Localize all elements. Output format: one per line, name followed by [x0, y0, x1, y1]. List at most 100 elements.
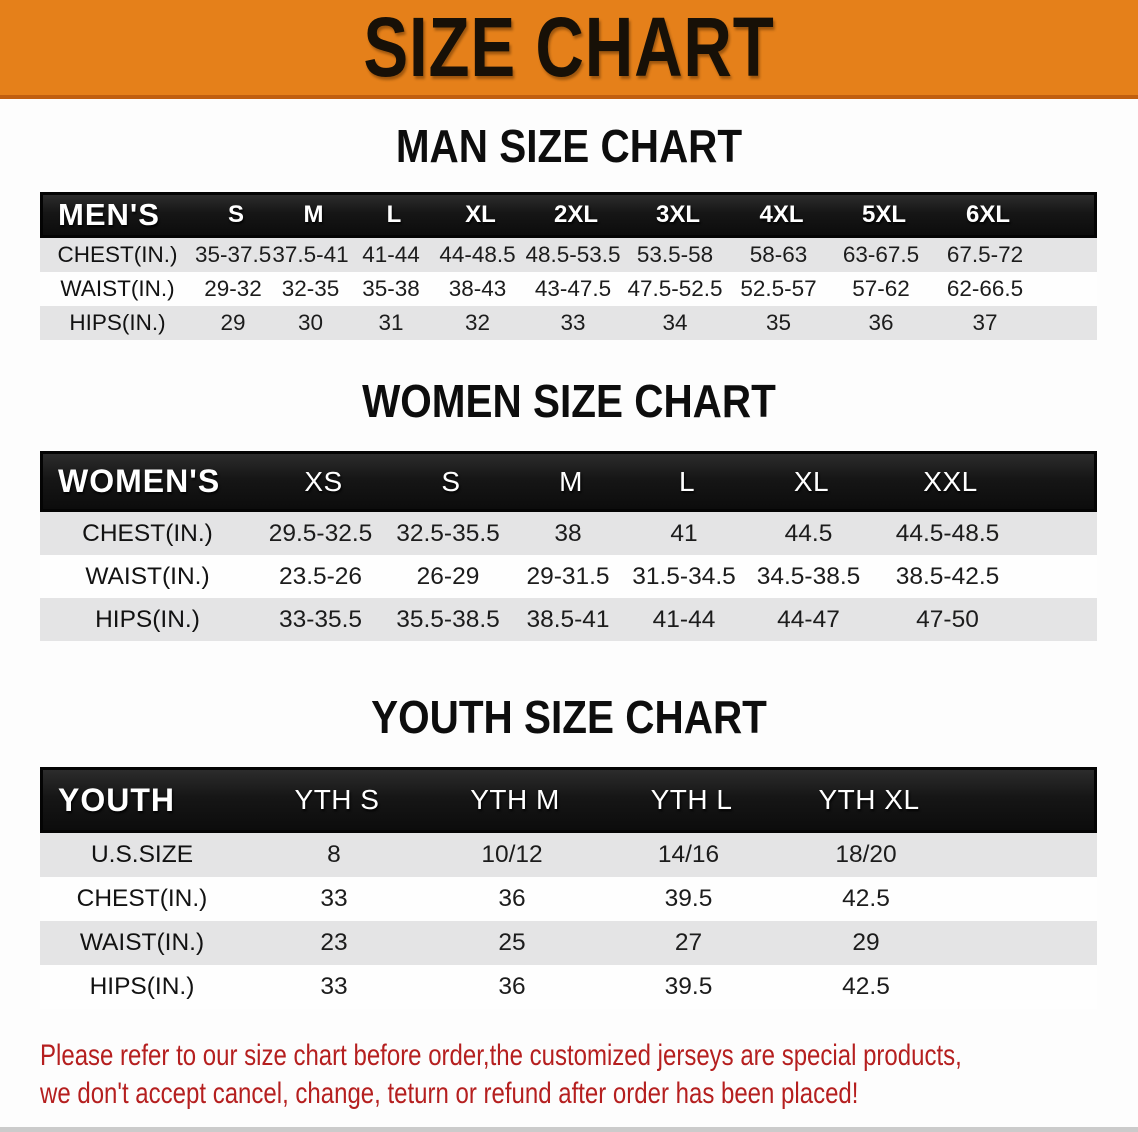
women-size-table: WOMEN'S XS S M L XL XXL CHEST(IN.) 29.5-32.5 32.5… — [40, 451, 1097, 641]
women-section-title: WOMEN SIZE CHART — [362, 375, 776, 427]
value-cell: 44.5 — [784, 519, 833, 547]
value-cell: 14/16 — [657, 841, 720, 868]
value-cell: 10/12 — [481, 841, 543, 868]
value-cell: 29-31.5 — [526, 562, 610, 590]
row-label: HIPS(IN.) — [89, 973, 195, 1000]
header-size-cell: YTH M — [470, 784, 560, 815]
header-size-cell: 5XL — [861, 201, 906, 228]
table-header-row: YOUTH YTH S YTH M YTH L YTH XL — [40, 767, 1097, 833]
value-cell: 36 — [498, 885, 526, 912]
value-cell: 36 — [868, 310, 894, 335]
value-cell: 62-66.5 — [946, 276, 1024, 301]
value-cell: 26-29 — [416, 562, 480, 590]
header-size-cell: 6XL — [965, 201, 1010, 228]
value-cell: 27 — [674, 929, 703, 956]
disclaimer: Please refer to our size chart before or… — [40, 1037, 1138, 1113]
value-cell: 67.5-72 — [946, 242, 1024, 267]
header-size-cell: YTH L — [650, 784, 733, 815]
value-cell: 32-35 — [281, 276, 340, 301]
header-size-cell: XL — [793, 465, 830, 497]
women-size-section: WOMEN SIZE CHART WOMEN'S XS S M L XL XXL CHEST(… — [0, 378, 1138, 641]
value-cell: 29 — [852, 929, 880, 956]
row-label: WAIST(IN.) — [60, 276, 175, 301]
value-cell: 63-67.5 — [842, 242, 920, 267]
value-cell: 41 — [670, 519, 698, 547]
value-cell: 58-63 — [749, 242, 808, 267]
value-cell: 48.5-53.5 — [525, 242, 621, 267]
header-size-cell: 4XL — [759, 201, 804, 228]
row-label: WAIST(IN.) — [85, 562, 210, 590]
header-size-cell: 3XL — [655, 201, 700, 228]
value-cell: 30 — [297, 310, 324, 335]
youth-section-title: YOUTH SIZE CHART — [371, 691, 767, 743]
table-row: CHEST(IN.) 35-37.5 37.5-41 41-44 44-48.5 48.5… — [40, 238, 1097, 272]
value-cell: 33 — [320, 973, 348, 1000]
value-cell: 44-47 — [777, 605, 840, 633]
value-cell: 37.5-41 — [272, 242, 349, 267]
header-label-cell: MEN'S — [58, 197, 160, 232]
value-cell: 35 — [765, 310, 792, 335]
value-cell: 33 — [560, 310, 586, 335]
value-cell: 38.5-42.5 — [895, 562, 1000, 590]
value-cell: 35-38 — [362, 276, 420, 301]
value-cell: 39.5 — [664, 973, 713, 1000]
value-cell: 25 — [498, 929, 526, 956]
row-label: CHEST(IN.) — [57, 242, 178, 267]
row-label: CHEST(IN.) — [76, 885, 208, 912]
value-cell: 57-62 — [852, 276, 910, 301]
value-cell: 33 — [320, 885, 348, 912]
value-cell: 29-32 — [204, 276, 262, 301]
value-cell: 47-50 — [916, 605, 979, 633]
value-cell: 52.5-57 — [740, 276, 817, 301]
value-cell: 34.5-38.5 — [756, 562, 861, 590]
table-header-row: MEN'S S M L XL 2XL 3XL 4XL 5XL 6XL — [40, 192, 1097, 238]
header-size-cell: L — [386, 201, 402, 228]
row-label: CHEST(IN.) — [82, 519, 213, 547]
value-cell: 29.5-32.5 — [268, 519, 373, 547]
value-cell: 42.5 — [842, 885, 890, 912]
header-size-cell: YTH S — [294, 784, 380, 815]
value-cell: 38-43 — [448, 276, 507, 301]
page-title: SIZE CHART — [363, 0, 775, 94]
header-label-cell: YOUTH — [58, 781, 175, 818]
table-row: CHEST(IN.) 33 36 39.5 42.5 — [40, 877, 1097, 921]
header-size-cell: 2XL — [553, 201, 598, 228]
value-cell: 44.5-48.5 — [895, 519, 1000, 547]
value-cell: 31.5-34.5 — [632, 562, 736, 590]
value-cell: 33-35.5 — [278, 605, 363, 633]
row-label: HIPS(IN.) — [95, 605, 200, 633]
value-cell: 53.5-58 — [636, 242, 714, 267]
header-size-cell: M — [559, 465, 583, 497]
value-cell: 23 — [320, 929, 348, 956]
bottom-edge-divider — [0, 1127, 1138, 1132]
man-section-title: MAN SIZE CHART — [395, 120, 743, 172]
row-label: U.S.SIZE — [90, 841, 194, 868]
table-row: HIPS(IN.) 29 30 31 32 33 34 35 36 37 — [40, 306, 1097, 340]
header-size-cell: YTH XL — [818, 784, 920, 815]
value-cell: 38.5-41 — [526, 605, 610, 633]
header-size-cell: XS — [304, 465, 343, 497]
header-size-cell: S — [441, 465, 461, 497]
table-row: WAIST(IN.) 29-32 32-35 35-38 38-43 43-47.5 47.… — [40, 272, 1097, 306]
value-cell: 31 — [378, 310, 404, 335]
disclaimer-line-2: we don't accept cancel, change, teturn o… — [40, 1077, 859, 1110]
youth-size-section: YOUTH SIZE CHART YOUTH YTH S YTH M YTH L YTH… — [0, 694, 1138, 1009]
header-size-cell: XL — [465, 201, 496, 228]
table-header-row: WOMEN'S XS S M L XL XXL — [40, 451, 1097, 512]
disclaimer-line-1: Please refer to our size chart before or… — [40, 1039, 962, 1072]
header-size-cell: L — [678, 465, 696, 497]
row-label: WAIST(IN.) — [79, 929, 205, 956]
value-cell: 38 — [554, 519, 582, 547]
value-cell: 41-44 — [652, 605, 716, 633]
value-cell: 8 — [327, 841, 341, 868]
header-size-cell: M — [303, 201, 324, 228]
value-cell: 35.5-38.5 — [396, 605, 500, 633]
value-cell: 42.5 — [842, 973, 890, 1000]
value-cell: 43-47.5 — [534, 276, 612, 301]
table-row: WAIST(IN.) 23 25 27 29 — [40, 921, 1097, 965]
man-size-section: MAN SIZE CHART MEN'S S M L XL 2XL 3XL 4XL 5XL 6XL… — [0, 123, 1138, 340]
value-cell: 35-37.5 — [195, 242, 271, 267]
men-size-table: MEN'S S M L XL 2XL 3XL 4XL 5XL 6XL CHEST(IN.) 35-37… — [40, 192, 1097, 340]
value-cell: 44-48.5 — [439, 242, 516, 267]
value-cell: 23.5-26 — [278, 562, 363, 590]
